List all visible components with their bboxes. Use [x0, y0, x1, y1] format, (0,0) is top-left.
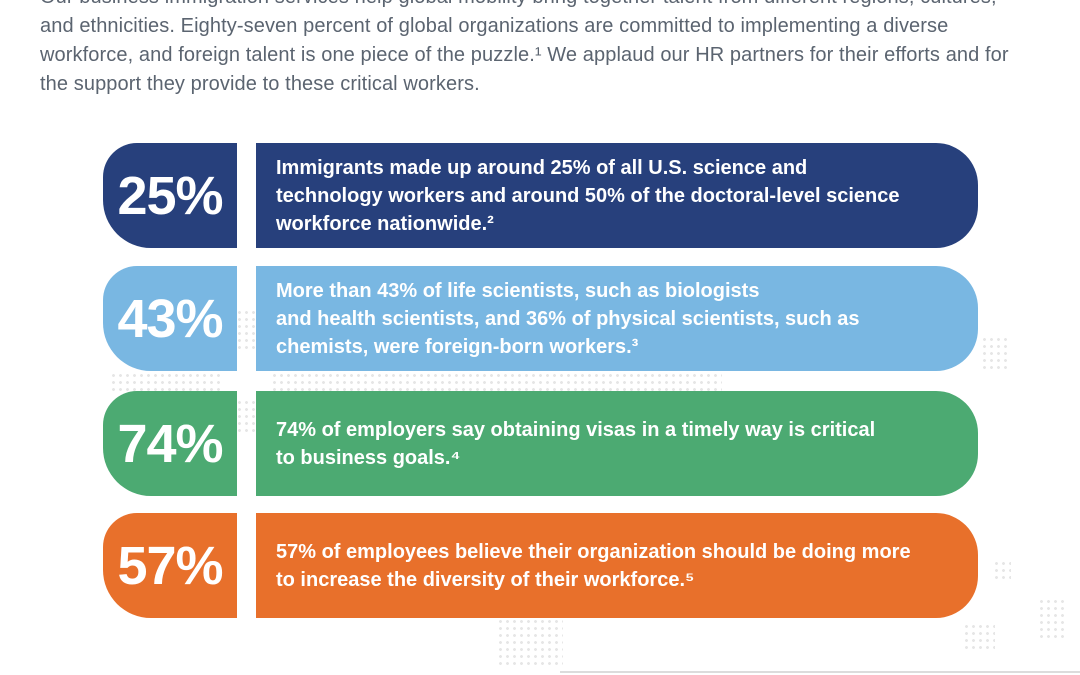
stat-text-line: workforce nationwide.²: [276, 212, 494, 235]
stat-text-line: 57% of employees believe their organizat…: [276, 540, 911, 563]
stat-value-box: 25%: [103, 143, 237, 248]
stat-text-line: Immigrants made up around 25% of all U.S…: [276, 156, 808, 179]
halftone-dots: [1038, 598, 1064, 640]
stat-card-employees-57: 57% 57% of employees believe their organ…: [103, 513, 978, 618]
stat-value-box: 74%: [103, 391, 237, 496]
stat-value: 43%: [117, 288, 223, 349]
stat-text-line: chemists, were foreign-born workers.³: [276, 335, 639, 358]
halftone-dots: [963, 623, 995, 650]
intro-line: and ethnicities. Eighty-seven percent of…: [40, 15, 949, 37]
plus-knockout-horizontal: [220, 368, 272, 393]
stat-text-box: Immigrants made up around 25% of all U.S…: [256, 143, 978, 248]
stat-text-line: to business goals.⁴: [276, 446, 461, 469]
intro-line: workforce, and foreign talent is one pie…: [40, 44, 1009, 66]
halftone-dots: [497, 618, 563, 666]
stat-text-line: 74% of employers say obtaining visas in …: [276, 418, 876, 441]
halftone-dots: [110, 372, 722, 391]
stat-card-life-scientists-43: 43% More than 43% of life scientists, su…: [103, 266, 978, 371]
intro-line: Our business immigration services help g…: [40, 0, 1009, 12]
stat-text-line: More than 43% of life scientists, such a…: [276, 279, 760, 302]
stat-text-box: 57% of employees believe their organizat…: [256, 513, 978, 618]
stat-text-line: and health scientists, and 36% of physic…: [276, 307, 860, 330]
stat-text-box: 74% of employers say obtaining visas in …: [256, 391, 978, 496]
stat-value: 57%: [117, 535, 223, 596]
stat-card-immigrants-25: 25% Immigrants made up around 25% of all…: [103, 143, 978, 248]
stat-card-employers-74: 74% 74% of employers say obtaining visas…: [103, 391, 978, 496]
bottom-divider-line: [560, 671, 1080, 673]
stat-value-box: 43%: [103, 266, 237, 371]
halftone-dots: [993, 560, 1011, 580]
stat-value-box: 57%: [103, 513, 237, 618]
stat-text-box: More than 43% of life scientists, such a…: [256, 266, 978, 371]
intro-paragraph: Our business immigration services help g…: [40, 0, 1009, 99]
stat-value: 74%: [117, 413, 223, 474]
halftone-dots: [236, 399, 257, 435]
stat-text-line: technology workers and around 50% of the…: [276, 184, 900, 207]
intro-line: the support they provide to these critic…: [40, 73, 480, 95]
halftone-dots: [981, 336, 1008, 370]
stat-text-line: to increase the diversity of their workf…: [276, 568, 695, 591]
halftone-dots: [236, 309, 257, 362]
stat-value: 25%: [117, 165, 223, 226]
